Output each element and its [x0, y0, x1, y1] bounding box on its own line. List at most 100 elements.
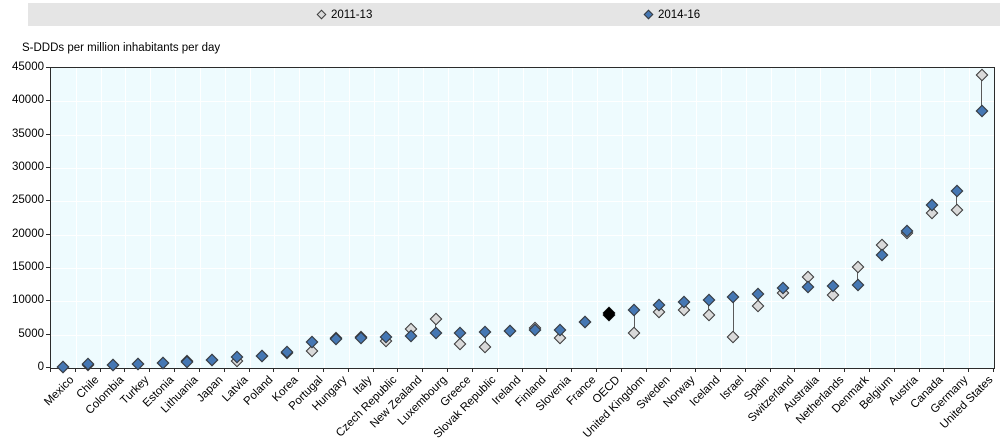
v-gridline	[869, 68, 871, 368]
chart-plot-area	[50, 67, 995, 374]
v-gridline	[696, 68, 698, 368]
v-gridline	[398, 68, 400, 368]
x-tick-mark	[347, 368, 349, 372]
v-gridline	[894, 68, 896, 368]
x-tick-mark	[769, 368, 771, 372]
x-category-label: Japan	[195, 374, 226, 405]
v-gridline	[671, 68, 673, 368]
x-tick-mark	[546, 368, 548, 372]
marker-connector-line	[857, 267, 858, 285]
x-tick-mark	[695, 368, 697, 372]
x-tick-mark	[918, 368, 920, 372]
legend-bar: 2011-13 2014-16	[28, 3, 1000, 26]
data-point-2014-16	[57, 360, 70, 374]
v-gridline	[373, 68, 375, 368]
v-gridline	[472, 68, 474, 368]
x-tick-mark	[198, 368, 200, 372]
x-tick-mark	[149, 368, 151, 372]
marker-connector-line	[435, 319, 437, 334]
x-tick-mark	[943, 368, 945, 372]
v-gridline	[596, 68, 598, 368]
v-gridline	[944, 68, 946, 368]
data-point-2014-16	[751, 287, 765, 301]
y-tick-mark	[46, 133, 50, 135]
y-tick-label: 40000	[12, 94, 44, 107]
data-point-2014-16	[106, 358, 120, 371]
x-tick-mark	[645, 368, 647, 372]
data-point-2014-16	[429, 326, 443, 340]
marker-connector-line	[484, 332, 486, 347]
data-point-2014-16	[156, 356, 170, 370]
data-point-2014-16	[851, 278, 864, 292]
diamond-filled-icon	[643, 9, 654, 20]
v-gridline	[249, 68, 251, 368]
y-tick-label: 25000	[12, 194, 44, 207]
v-gridline	[348, 68, 350, 368]
data-point-2014-16	[975, 104, 988, 118]
x-tick-mark	[471, 368, 473, 372]
y-tick-mark	[46, 367, 50, 368]
y-tick-label: 30000	[12, 161, 44, 173]
legend-item-2014-16: 2014-16	[643, 3, 700, 26]
v-gridline	[646, 68, 648, 368]
x-tick-mark	[744, 368, 746, 372]
data-point-2011-13	[727, 330, 740, 344]
x-category-label: Mexico	[42, 374, 77, 409]
x-tick-mark	[74, 368, 76, 372]
x-tick-mark	[298, 368, 300, 372]
data-point-2014-16	[478, 325, 492, 339]
marker-connector-line	[732, 297, 734, 337]
v-gridline	[423, 68, 425, 368]
x-tick-mark	[521, 368, 523, 372]
data-point-2014-16	[305, 335, 318, 349]
x-tick-mark	[794, 368, 796, 372]
y-tick-label: 0	[37, 361, 44, 373]
y-tick-mark	[46, 233, 50, 235]
v-gridline	[572, 68, 574, 368]
v-gridline	[721, 68, 723, 368]
y-tick-mark	[46, 333, 50, 335]
y-tick-label: 15000	[12, 261, 44, 273]
v-gridline	[770, 68, 772, 368]
x-tick-mark	[50, 368, 51, 372]
x-tick-mark	[174, 368, 176, 372]
data-point-2011-13	[702, 308, 715, 322]
data-point-2011-13	[627, 326, 641, 340]
v-gridline	[448, 68, 450, 368]
data-point-2011-13	[454, 337, 467, 351]
data-point-2014-16	[578, 315, 591, 329]
data-point-2014-16	[205, 353, 219, 367]
x-tick-mark	[571, 368, 573, 372]
v-gridline	[224, 68, 226, 368]
v-gridline	[175, 68, 177, 368]
x-tick-mark	[248, 368, 250, 372]
marker-connector-line	[633, 310, 635, 334]
y-tick-mark	[46, 67, 50, 68]
data-point-2014-16	[627, 303, 641, 317]
v-gridline	[969, 68, 971, 368]
v-gridline	[323, 68, 325, 368]
y-tick-mark	[46, 100, 50, 102]
v-gridline	[820, 68, 822, 368]
x-tick-mark	[322, 368, 324, 372]
v-gridline	[745, 68, 747, 368]
data-point-2014-16	[131, 357, 145, 371]
data-point-2014-16	[801, 280, 815, 294]
data-point-2014-16	[454, 326, 467, 340]
x-tick-mark	[397, 368, 399, 372]
v-gridline	[621, 68, 623, 368]
x-tick-mark	[893, 368, 895, 372]
diamond-outline-icon	[316, 9, 327, 20]
data-point-2011-13	[478, 340, 492, 354]
data-point-2014-16	[826, 279, 840, 293]
v-gridline	[125, 68, 127, 368]
data-point-2014-16	[875, 248, 889, 262]
y-tick-label: 5000	[18, 327, 44, 340]
y-tick-label: 20000	[12, 227, 44, 240]
y-axis-title: S-DDDs per million inhabitants per day	[22, 42, 221, 54]
v-gridline	[919, 68, 921, 368]
x-tick-mark	[844, 368, 846, 372]
data-point-2011-13	[429, 312, 443, 326]
x-tick-mark	[447, 368, 449, 372]
x-tick-mark	[422, 368, 424, 372]
